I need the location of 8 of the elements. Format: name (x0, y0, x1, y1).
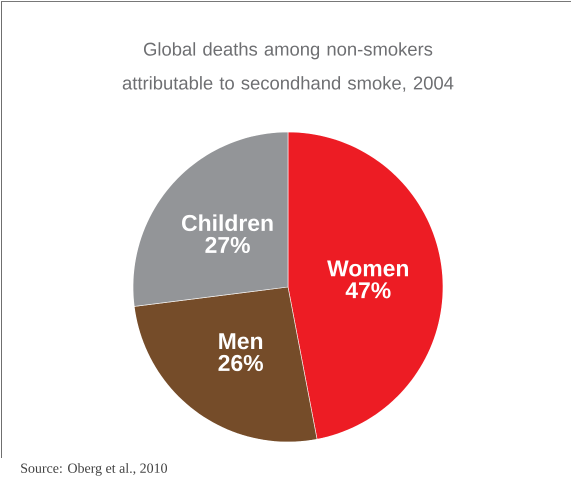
data-label: 27% (205, 236, 250, 254)
data-label: 47% (346, 282, 391, 298)
slice-label: Men (219, 333, 262, 350)
data-label: 26% (218, 354, 263, 372)
slice-label: Women (327, 260, 408, 276)
chart-title: Global deaths among non-smokers attributable to secondhand smoke, 2004 (122, 42, 454, 92)
source-note: Source: Oberg et al., 2010 (21, 463, 167, 476)
slice-label: Children (182, 214, 273, 232)
